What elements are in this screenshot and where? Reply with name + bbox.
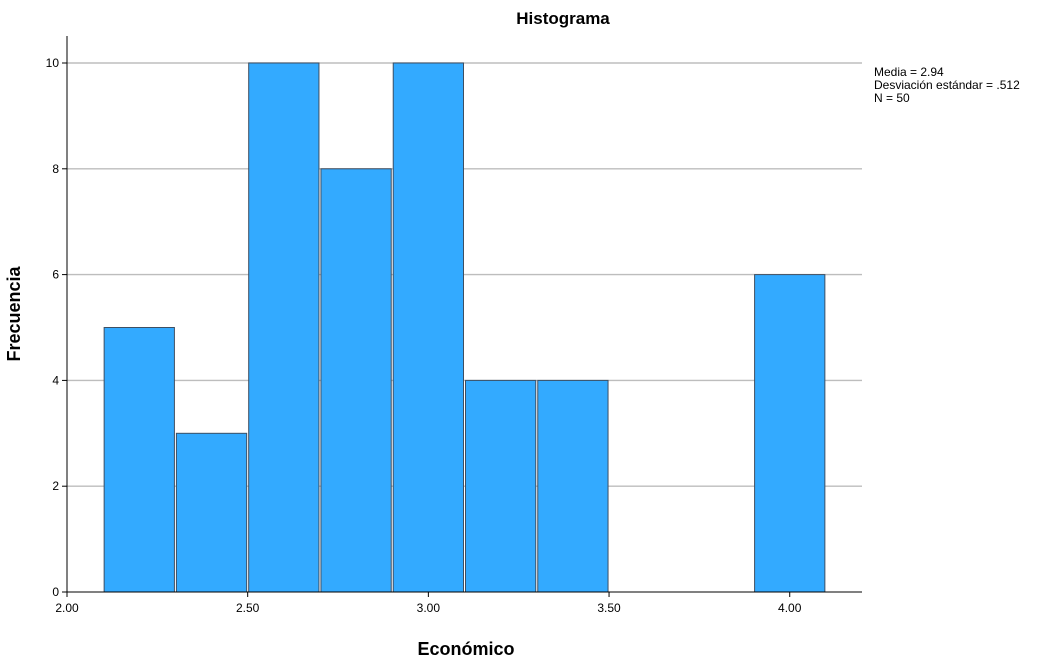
histogram-bar-7 (537, 379, 609, 593)
y-tick-label-3: 6 (52, 268, 59, 282)
y-tick-label-2: 4 (52, 373, 59, 387)
y-tick-label-0: 0 (52, 585, 59, 599)
axes (66, 36, 862, 593)
y-tick-label-5: 10 (46, 56, 60, 70)
y-tick-labels: 0 2 4 6 8 10 (46, 56, 67, 599)
histogram-bar-3 (248, 62, 320, 593)
stats-std-dev: Desviación estándar = .512 (874, 78, 1020, 92)
histogram-bar-6 (465, 379, 537, 593)
histogram-bar-1 (103, 327, 175, 593)
histogram-bar-8 (754, 274, 826, 593)
grid-lines (67, 62, 862, 487)
x-tick-label-0: 2.00 (55, 601, 79, 615)
y-tick-label-4: 8 (52, 162, 59, 176)
bars (103, 62, 826, 593)
y-tick-label-1: 2 (52, 479, 59, 493)
stats-legend: Media = 2.94 Desviación estándar = .512 … (874, 65, 1020, 105)
x-tick-label-2: 3.00 (417, 601, 441, 615)
stats-n: N = 50 (874, 91, 910, 105)
x-tick-labels: 2.00 2.50 3.00 3.50 4.00 (55, 592, 802, 615)
x-tick-label-1: 2.50 (236, 601, 260, 615)
histogram-bar-2 (175, 432, 248, 593)
x-tick-label-4: 4.00 (778, 601, 802, 615)
histogram-bar-5 (392, 62, 464, 593)
stats-mean: Media = 2.94 (874, 65, 944, 79)
y-axis-title: Frecuencia (4, 265, 24, 361)
x-axis-title: Económico (417, 639, 514, 659)
x-tick-label-3: 3.50 (597, 601, 621, 615)
chart-title: Histograma (516, 9, 610, 28)
histogram-bar-4 (320, 168, 392, 593)
